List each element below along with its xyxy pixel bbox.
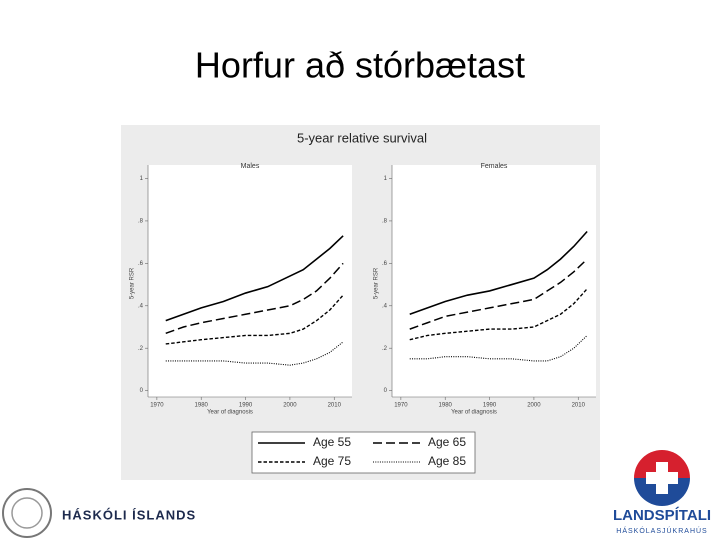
panel-title: Females: [481, 163, 508, 170]
x-tick-label: 1980: [439, 403, 453, 409]
y-tick-label: .6: [138, 261, 144, 267]
y-tick-label: 0: [384, 388, 388, 394]
slide-title: Horfur að stórbætast: [195, 45, 525, 86]
plot-area: [392, 165, 596, 397]
x-tick-label: 1970: [150, 403, 164, 409]
y-tick-label: .2: [138, 346, 144, 352]
seal-inner: [11, 497, 43, 529]
x-tick-label: 2010: [328, 403, 342, 409]
y-axis-label: 5-year RSR: [130, 267, 136, 299]
chart-title: 5-year relative survival: [297, 130, 427, 145]
y-tick-label: .8: [138, 218, 144, 224]
seal: [2, 488, 52, 538]
university-logo: HÁSKÓLI ÍSLANDS: [2, 488, 196, 538]
x-tick-label: 2000: [527, 403, 541, 409]
x-tick-label: 1970: [394, 403, 408, 409]
x-tick-label: 2010: [572, 403, 586, 409]
hospital-logo: LANDSPÍTALI HÁSKÓLASJÚKRAHÚS: [613, 450, 711, 535]
y-tick-label: .8: [382, 218, 388, 224]
panel-title: Males: [241, 163, 260, 170]
y-tick-label: .4: [138, 303, 144, 309]
y-axis-label: 5-year RSR: [374, 267, 380, 299]
x-axis-label: Year of diagnosis: [451, 410, 497, 416]
series-line: [409, 258, 588, 330]
y-tick-label: .6: [382, 261, 388, 267]
y-tick-label: .2: [382, 346, 388, 352]
logo-cross: [646, 472, 678, 484]
series-line: [409, 288, 588, 341]
series-line: [165, 294, 344, 345]
y-tick-label: 1: [140, 176, 144, 182]
x-tick-label: 1980: [195, 403, 209, 409]
hospital-subtitle: HÁSKÓLASJÚKRAHÚS: [616, 526, 707, 535]
x-axis-label: Year of diagnosis: [207, 410, 253, 416]
hospital-name: LANDSPÍTALI: [613, 507, 711, 524]
series-line: [165, 341, 344, 366]
legend-label: Age 55: [313, 435, 351, 449]
series-line: [165, 235, 344, 322]
legend-box: [251, 431, 476, 474]
plot-area: [148, 165, 352, 397]
x-tick-label: 1990: [239, 403, 253, 409]
x-tick-label: 1990: [483, 403, 497, 409]
y-tick-label: .4: [382, 303, 388, 309]
y-tick-label: 1: [384, 176, 388, 182]
series-line: [165, 262, 344, 335]
legend-label: Age 65: [428, 435, 466, 449]
university-name: HÁSKÓLI ÍSLANDS: [62, 507, 196, 522]
legend-label: Age 85: [428, 454, 466, 468]
series-line: [409, 335, 588, 362]
series-line: [409, 230, 588, 316]
legend-label: Age 75: [313, 454, 351, 468]
x-tick-label: 2000: [283, 403, 297, 409]
y-tick-label: 0: [140, 388, 144, 394]
